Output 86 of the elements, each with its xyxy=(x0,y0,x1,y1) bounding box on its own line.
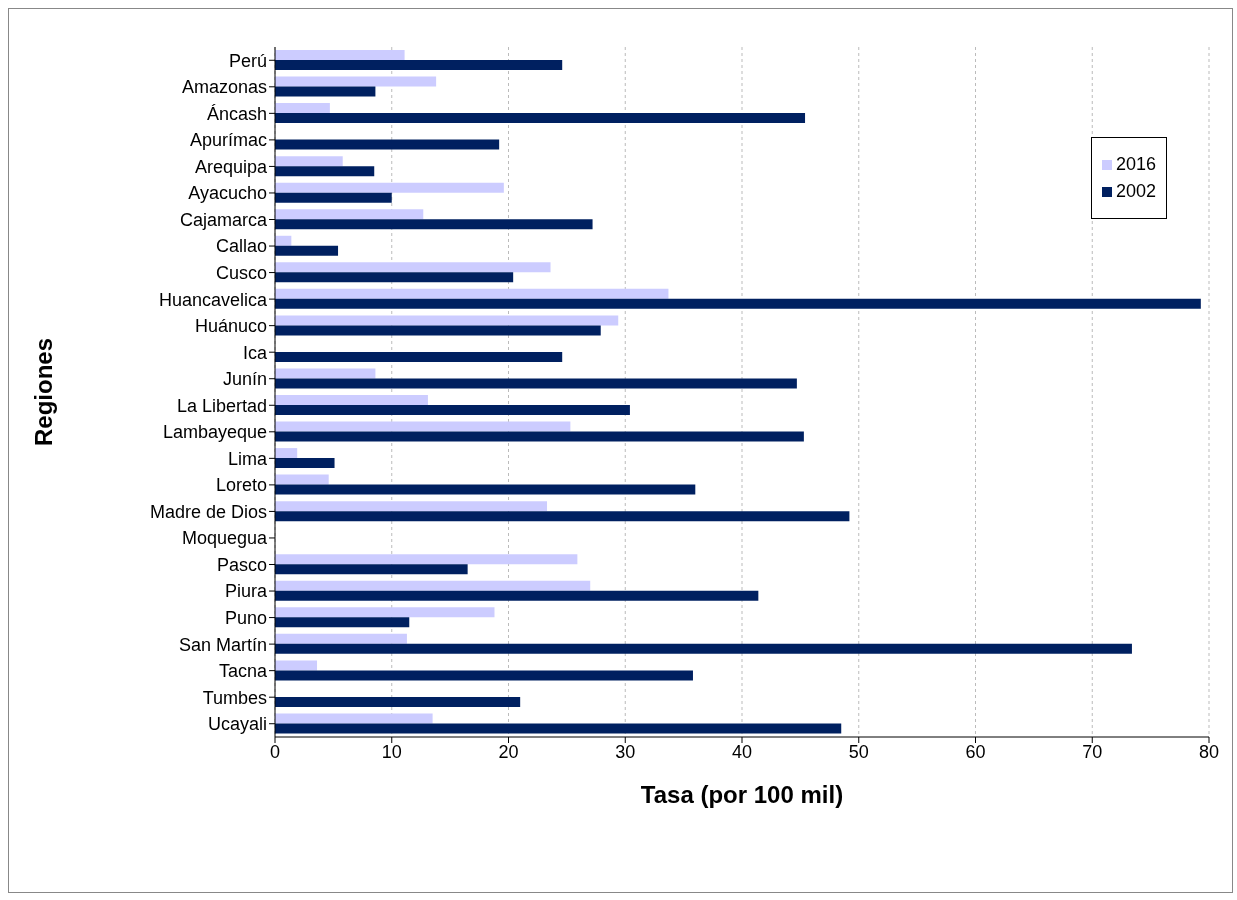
bar xyxy=(275,298,1201,309)
bar xyxy=(275,501,548,512)
bar xyxy=(275,670,693,681)
bar xyxy=(275,325,601,336)
y-tick-label: Pasco xyxy=(216,554,267,575)
bar xyxy=(275,368,376,379)
y-tick-label: Ucayali xyxy=(207,714,267,735)
x-tick-label: 20 xyxy=(498,741,519,762)
y-tick-label: Ica xyxy=(242,342,268,363)
y-tick-label: Junín xyxy=(222,369,267,390)
y-tick-label: Cusco xyxy=(215,262,267,283)
y-tick-label: Tacna xyxy=(218,661,268,682)
bar xyxy=(275,113,806,124)
y-tick-label: Arequipa xyxy=(194,156,268,177)
x-tick-label: 0 xyxy=(269,741,281,762)
bar xyxy=(275,219,593,230)
bar xyxy=(275,564,468,575)
bar xyxy=(275,448,298,459)
bar xyxy=(275,182,504,193)
bar xyxy=(275,696,521,707)
bar xyxy=(275,405,630,415)
y-tick-label: Cajamarca xyxy=(179,209,268,230)
x-tick-label: 10 xyxy=(381,741,402,762)
y-tick-label: Perú xyxy=(228,50,267,71)
y-tick-label: Puno xyxy=(224,607,267,628)
bar xyxy=(275,484,696,495)
y-axis-title: Regiones xyxy=(29,337,57,447)
bar xyxy=(275,633,407,644)
bar xyxy=(275,723,842,734)
y-tick-label: Áncash xyxy=(206,103,267,124)
bar xyxy=(275,76,437,87)
bar xyxy=(275,192,392,203)
bar xyxy=(275,458,335,469)
bar xyxy=(275,474,329,485)
y-tick-label: Callao xyxy=(215,236,267,257)
x-tick-label: 30 xyxy=(615,741,636,762)
x-tick-label: 50 xyxy=(848,741,869,762)
y-tick-label: Madre de Dios xyxy=(149,501,267,522)
y-tick-label: Apurímac xyxy=(189,130,267,151)
bar xyxy=(275,262,551,273)
bar xyxy=(275,643,1132,654)
y-tick-label: Moquegua xyxy=(181,528,268,549)
bar xyxy=(275,86,376,97)
y-tick-label: Loreto xyxy=(215,475,267,496)
bar xyxy=(275,431,804,442)
bar xyxy=(275,209,424,220)
x-tick-label: 70 xyxy=(1082,741,1103,762)
bar xyxy=(275,156,343,167)
bar xyxy=(275,50,405,60)
bar xyxy=(275,235,292,246)
bar xyxy=(275,315,619,326)
y-tick-label: Amazonas xyxy=(181,77,267,98)
y-tick-label: Ayacucho xyxy=(188,183,267,204)
bar xyxy=(275,660,318,671)
bar xyxy=(275,103,330,114)
y-tick-label: San Martín xyxy=(178,634,267,655)
x-tick-label: 40 xyxy=(731,741,753,762)
bar xyxy=(275,713,433,724)
x-tick-label: 60 xyxy=(965,741,986,762)
legend-label: 2016 xyxy=(1115,154,1156,175)
y-tick-label: Piura xyxy=(224,581,268,602)
bar xyxy=(275,245,339,256)
y-tick-label: Huánuco xyxy=(194,316,267,337)
bar xyxy=(275,607,495,618)
bar xyxy=(275,617,410,628)
bar xyxy=(275,139,500,150)
bar xyxy=(275,272,514,283)
x-tick-label: 80 xyxy=(1198,741,1220,762)
bar xyxy=(275,395,428,405)
y-tick-label: La Libertad xyxy=(176,395,267,416)
bar xyxy=(275,580,591,591)
bar xyxy=(275,511,850,522)
bar xyxy=(275,554,578,565)
bar xyxy=(275,590,759,601)
bar xyxy=(275,288,669,299)
y-tick-label: Tumbes xyxy=(202,687,267,708)
bar xyxy=(275,166,375,177)
x-axis-title: Tasa (por 100 mil) xyxy=(640,781,844,808)
bar xyxy=(275,378,797,389)
y-tick-label: Lima xyxy=(227,448,268,469)
y-tick-label: Huancavelica xyxy=(158,289,268,310)
legend-label: 2002 xyxy=(1115,181,1156,202)
bar xyxy=(275,421,571,432)
y-tick-label: Lambayeque xyxy=(162,422,267,443)
bar xyxy=(275,60,563,70)
bar xyxy=(275,351,563,362)
